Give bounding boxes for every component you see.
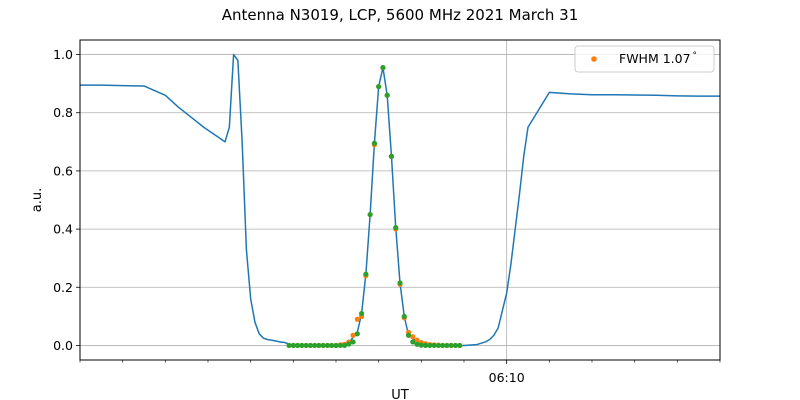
data-point	[295, 342, 301, 349]
legend-box	[574, 45, 715, 73]
data-point	[346, 341, 352, 347]
data-point	[337, 342, 343, 349]
legend: FWHM 1.07 °	[574, 45, 715, 73]
data-point	[329, 342, 335, 349]
data-point	[312, 342, 318, 349]
legend-entry: FWHM 1.07 °	[619, 51, 697, 66]
data-point	[303, 342, 309, 349]
y-tick-label: 0.6	[53, 163, 73, 178]
data-point	[299, 342, 305, 349]
data-point	[393, 225, 399, 231]
data-point	[307, 342, 313, 349]
data-point	[423, 342, 429, 349]
data-point	[320, 342, 326, 349]
data-point	[414, 341, 420, 347]
data-point	[457, 342, 463, 349]
data-point	[376, 83, 382, 90]
data-point	[380, 65, 386, 71]
fwhm-fit-point	[410, 334, 416, 340]
data-point	[405, 332, 412, 338]
data-point	[440, 342, 446, 349]
y-tick-label: 0.8	[53, 105, 73, 120]
data-point	[367, 211, 373, 218]
data-point	[435, 342, 441, 349]
y-tick-label: 0.2	[53, 280, 73, 295]
data-point	[431, 342, 437, 349]
grid-lines	[80, 40, 720, 360]
data-point	[286, 342, 292, 349]
data-point	[401, 313, 407, 319]
data-point	[397, 280, 403, 286]
fwhm-fit-point	[350, 332, 356, 338]
data-point	[354, 331, 360, 337]
data-point	[448, 342, 454, 349]
data-point	[363, 271, 369, 277]
data-point	[290, 342, 296, 349]
chart-title: Antenna N3019, LCP, 5600 MHz 2021 March …	[222, 6, 579, 24]
y-tick-label: 0.0	[53, 338, 73, 353]
data-point	[359, 310, 365, 317]
legend-marker	[591, 56, 597, 62]
y-axis-label: a.u.	[30, 188, 45, 212]
x-axis-ticks: 06:10	[79, 360, 721, 385]
plot-area	[80, 53, 720, 349]
data-point	[341, 342, 348, 349]
data-point	[371, 140, 377, 146]
data-point	[350, 339, 356, 345]
signal-line	[80, 53, 720, 347]
x-tick-label: 06:10	[489, 370, 525, 385]
data-point	[333, 342, 339, 349]
y-tick-label: 0.4	[53, 222, 73, 237]
y-tick-label: 1.0	[53, 47, 73, 62]
data-point	[384, 92, 390, 98]
y-axis-ticks: 0.0 0.2 0.4 0.6 0.8 1.0	[53, 47, 80, 353]
data-point	[418, 342, 424, 348]
data-point	[316, 342, 322, 349]
data-point	[410, 339, 416, 345]
axes-frame	[79, 39, 721, 361]
data-point	[427, 342, 433, 349]
data-point	[444, 342, 450, 349]
fwhm-fit-point	[414, 337, 420, 343]
data-point	[324, 342, 331, 349]
data-point	[388, 153, 395, 159]
x-axis-label: UT	[391, 388, 409, 400]
data-point	[452, 342, 459, 349]
fwhm-fit-point	[354, 316, 360, 322]
